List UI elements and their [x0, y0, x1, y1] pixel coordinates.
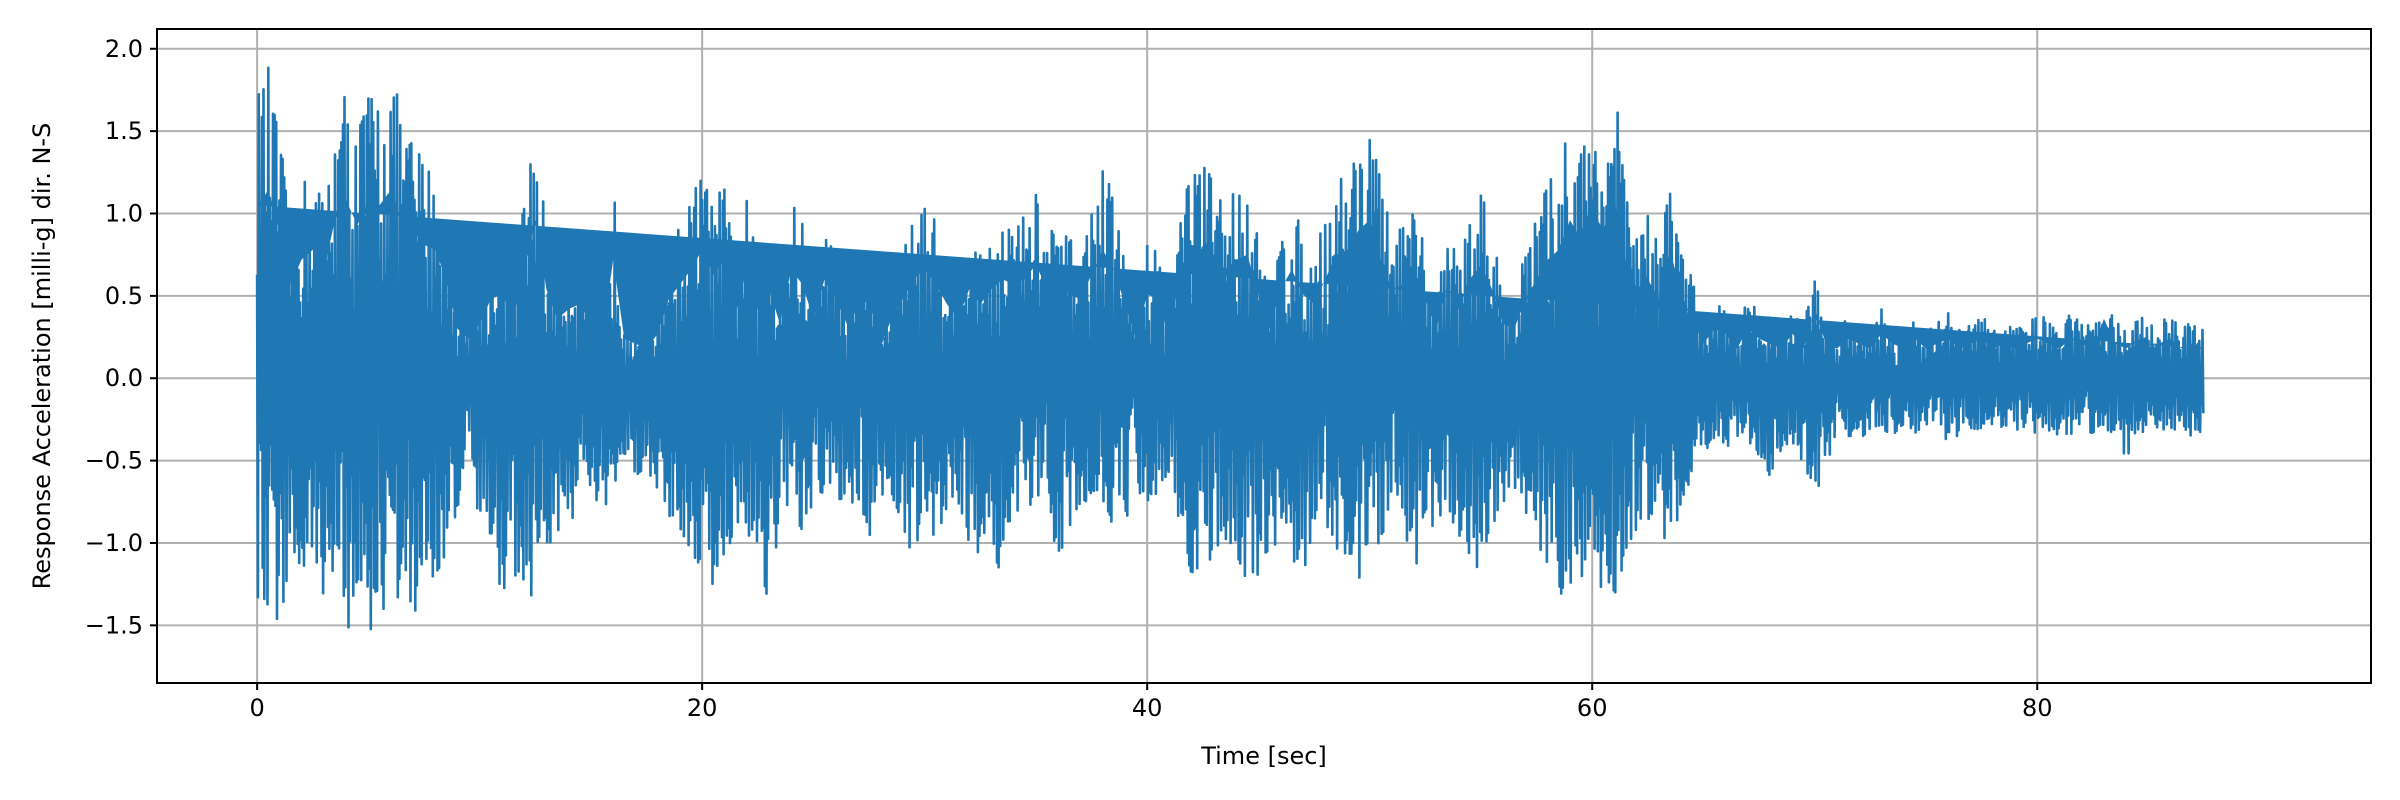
- y-tick-label: −1.0: [85, 529, 143, 557]
- y-axis-ticks: −1.5 −1.0 −0.5 0.0 0.5 1.0 1.5 2.0: [85, 35, 157, 639]
- x-tick-label: 60: [1577, 694, 1608, 722]
- y-tick-label: 1.0: [105, 200, 143, 228]
- y-tick-label: 0.5: [105, 282, 143, 310]
- y-axis-label: Response Acceleration [milli-g] dir. N-S: [28, 123, 56, 590]
- y-tick-label: 2.0: [105, 35, 143, 63]
- y-tick-label: 0.0: [105, 364, 143, 392]
- x-tick-label: 80: [2022, 694, 2053, 722]
- y-tick-label: −0.5: [85, 447, 143, 475]
- x-axis-label: Time [sec]: [1200, 742, 1327, 770]
- x-tick-label: 40: [1132, 694, 1163, 722]
- plot-frame: [156, 28, 2372, 684]
- series-line: [255, 66, 2205, 631]
- y-tick-label: 1.5: [105, 117, 143, 145]
- y-tick-label: −1.5: [85, 611, 143, 639]
- x-axis-ticks: 0 20 40 60 80: [249, 683, 2053, 722]
- x-tick-label: 0: [249, 694, 264, 722]
- x-tick-label: 20: [687, 694, 718, 722]
- data-series: [255, 66, 2205, 631]
